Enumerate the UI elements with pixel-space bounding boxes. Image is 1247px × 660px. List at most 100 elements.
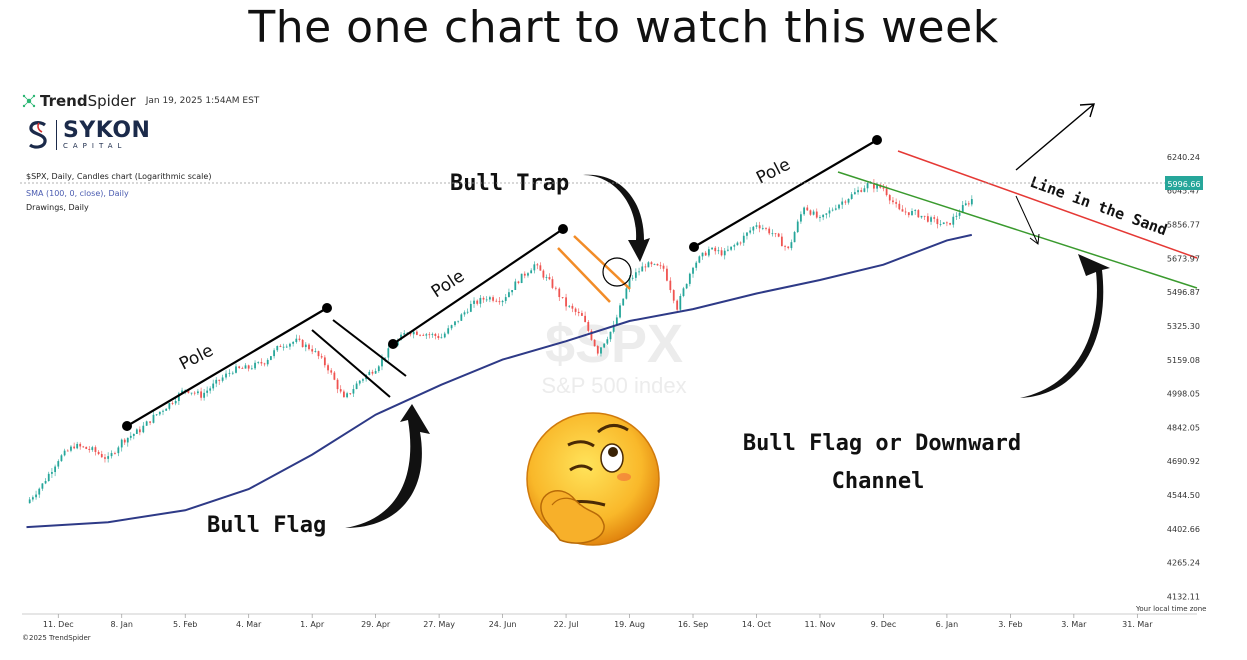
candle-body	[825, 213, 828, 215]
spider-logo-icon	[22, 94, 36, 108]
candle-body	[362, 379, 364, 381]
up-arrow-line	[1015, 103, 1095, 171]
candle-body	[508, 292, 510, 298]
candle-body	[482, 297, 485, 300]
candle-body	[606, 339, 609, 344]
x-tick-label: 9. Dec	[871, 620, 897, 629]
candle-body	[428, 334, 431, 336]
y-tick-label: 5856.77	[1167, 221, 1200, 230]
candle-body	[619, 305, 621, 318]
candle-body	[787, 246, 790, 249]
candle-body	[612, 324, 615, 332]
candle-body	[866, 183, 869, 189]
candle-body	[66, 450, 69, 452]
candle-body	[82, 446, 85, 448]
candle-body	[659, 265, 662, 267]
candle-body	[511, 289, 514, 293]
candle-body	[412, 331, 415, 335]
candle-body	[587, 321, 590, 331]
candle-body	[187, 389, 190, 393]
candle-body	[822, 214, 825, 218]
watermark-symbol: $SPX	[545, 314, 683, 374]
candle-body	[266, 359, 269, 365]
candle-body	[100, 454, 103, 458]
candle-body	[35, 494, 37, 498]
candle-body	[488, 297, 491, 300]
candle-body	[440, 337, 443, 339]
candle-body	[815, 211, 818, 218]
candle-body	[666, 268, 668, 281]
candle-body	[551, 279, 554, 288]
candle-body	[882, 187, 885, 189]
candle-body	[336, 379, 339, 390]
company-subtitle: CAPITAL	[63, 142, 127, 150]
candle-body	[450, 325, 453, 329]
thinking-emoji-icon	[526, 412, 660, 546]
candle-body	[838, 204, 840, 209]
y-tick-label: 4132.11	[1167, 592, 1200, 601]
candle-body	[142, 425, 145, 433]
candle-body	[209, 388, 212, 391]
candle-body	[669, 280, 672, 291]
candle-body	[206, 390, 209, 393]
pole-1-end-dot	[322, 303, 332, 313]
candle-body	[138, 429, 141, 433]
candle-body	[260, 362, 263, 364]
candle-body	[844, 201, 847, 203]
candle-body	[942, 222, 945, 225]
candle-body	[460, 314, 463, 321]
candle-body	[752, 226, 755, 231]
candle-body	[190, 392, 193, 394]
candle-body	[346, 393, 348, 398]
candle-body	[197, 391, 199, 394]
candle-body	[914, 210, 917, 211]
candle-body	[571, 305, 574, 309]
candle-body	[727, 249, 729, 251]
candle-body	[853, 192, 856, 195]
candle-body	[355, 383, 358, 390]
candle-body	[358, 380, 361, 384]
candle-body	[930, 217, 932, 222]
candle-body	[374, 371, 377, 374]
trendspider-brand: Trend Spider Jan 19, 2025 1:54AM EST	[22, 92, 259, 110]
x-tick-label: 4. Mar	[236, 620, 262, 629]
candle-body	[145, 421, 148, 426]
down-arrow-line	[1015, 195, 1039, 245]
candle-body	[952, 216, 955, 225]
candle-body	[323, 357, 326, 366]
candle-body	[257, 362, 260, 363]
candle-body	[714, 247, 717, 252]
candle-body	[758, 225, 761, 229]
candle-body	[707, 249, 710, 256]
trap-upper	[573, 235, 631, 290]
pole-3-end-dot	[872, 135, 882, 145]
candle-body	[184, 389, 187, 391]
drawings-info: Drawings, Daily	[26, 203, 89, 212]
candle-body	[41, 483, 44, 489]
candle-body	[279, 345, 282, 347]
candle-body	[514, 281, 517, 290]
candle-body	[755, 225, 758, 227]
candle-body	[419, 334, 421, 336]
x-tick-label: 27. May	[423, 620, 455, 629]
x-tick-label: 11. Dec	[43, 620, 74, 629]
bull-trap-curved-arrow	[583, 174, 650, 262]
candle-body	[885, 188, 888, 196]
brand-name-bold: Trend	[40, 92, 88, 110]
candle-body	[292, 342, 295, 344]
candle-body	[857, 190, 859, 193]
candle-body	[333, 372, 336, 380]
candle-body	[231, 372, 234, 374]
candle-body	[504, 297, 507, 301]
candle-body	[181, 390, 183, 394]
candle-body	[193, 392, 196, 394]
candle-body	[47, 473, 50, 481]
candle-body	[800, 214, 802, 222]
y-tick-label: 4998.05	[1167, 390, 1200, 399]
candle-body	[91, 447, 94, 450]
company-name: SYKON	[63, 118, 151, 143]
candle-body	[701, 252, 704, 257]
candle-body	[228, 372, 231, 374]
candle-body	[114, 453, 116, 454]
